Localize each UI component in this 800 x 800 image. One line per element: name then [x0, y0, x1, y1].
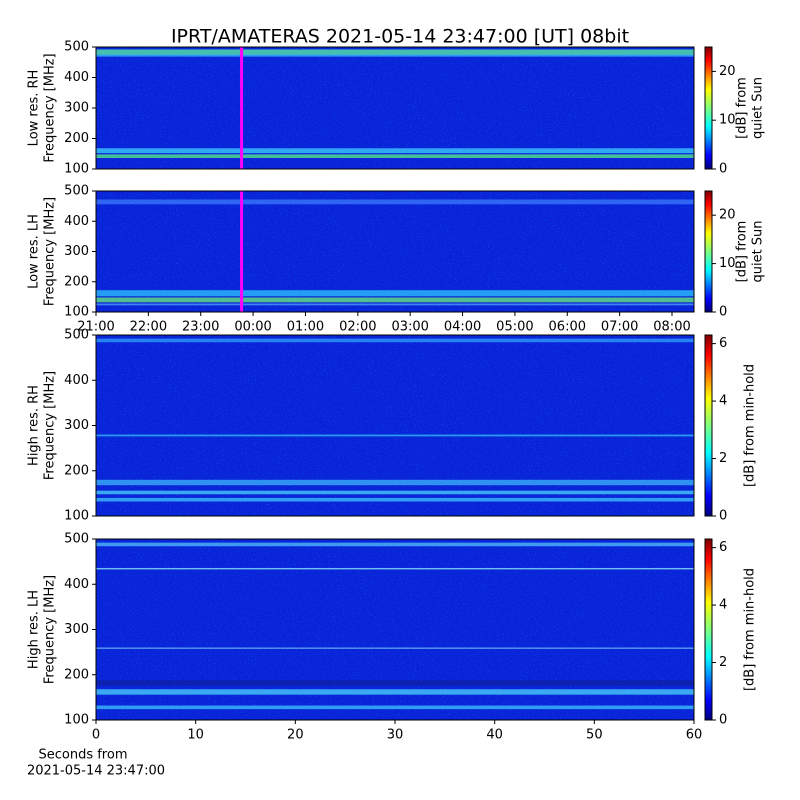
heatmap-band [96, 54, 694, 57]
y-tick-label: 500 [64, 40, 89, 55]
heatmap-band [96, 148, 694, 154]
colorbar-label: [dB] from [735, 221, 750, 283]
y-axis-label: High res. LH [27, 590, 42, 669]
x-tick-label: 00:00 [234, 320, 271, 335]
heatmap-band [96, 338, 694, 343]
heatmap-band [96, 689, 694, 695]
colorbar-tick-label: 0 [719, 509, 727, 524]
y-axis-label: Low res. RH [27, 70, 42, 147]
colorbar-tick-label: 4 [719, 598, 727, 613]
colorbar-tick-label: 20 [719, 64, 736, 79]
heatmap-band [96, 297, 694, 303]
heatmap-band [96, 647, 694, 649]
y-axis-label: Frequency [MHz] [43, 371, 58, 480]
heatmap-band [96, 154, 694, 159]
y-axis-label: Frequency [MHz] [43, 575, 58, 684]
x-tick-label: 30 [387, 728, 404, 743]
colorbar-tick-label: 6 [719, 336, 727, 351]
y-axis-label: High res. RH [27, 385, 42, 466]
panel: 100 200 300 400 500 High res. RH Frequency [MH… [27, 328, 758, 524]
colorbar [704, 538, 713, 721]
colorbar-tick-label: 2 [719, 655, 727, 670]
colorbar-label: [dB] from min-hold [743, 364, 758, 487]
x-axis-label: Seconds from [38, 748, 127, 763]
x-tick-label: 08:00 [653, 320, 690, 335]
colorbar-label: quiet Sun [751, 220, 766, 282]
colorbar-tick-label: 4 [719, 394, 727, 409]
y-tick-label: 300 [64, 244, 89, 259]
x-tick-label: 21:00 [77, 320, 114, 335]
heatmap-band [96, 490, 694, 495]
x-tick-label: 04:00 [444, 320, 481, 335]
figure-title: IPRT/AMATERAS 2021-05-14 23:47:00 [UT] 0… [171, 26, 629, 48]
y-axis-label: Frequency [MHz] [43, 197, 58, 306]
y-tick-label: 100 [64, 305, 89, 320]
colorbar-label: quiet Sun [751, 77, 766, 139]
y-tick-label: 500 [64, 328, 89, 343]
y-tick-label: 200 [64, 131, 89, 146]
colorbar-label: [dB] from [735, 77, 750, 139]
colorbar [704, 334, 713, 517]
x-tick-label: 05:00 [496, 320, 533, 335]
y-tick-label: 400 [64, 577, 89, 592]
y-tick-label: 100 [64, 162, 89, 177]
y-tick-label: 500 [64, 532, 89, 547]
y-tick-label: 300 [64, 622, 89, 637]
y-tick-label: 400 [64, 214, 89, 229]
y-axis-label: Low res. LH [27, 214, 42, 289]
x-axis-label: 2021-05-14 23:47:00 [27, 764, 165, 779]
y-tick-label: 400 [64, 373, 89, 388]
x-tick-label: 22:00 [130, 320, 167, 335]
colorbar-tick-label: 0 [719, 162, 727, 177]
heatmap-band [96, 542, 694, 547]
x-tick-label: 01:00 [287, 320, 324, 335]
y-axis-label: Frequency [MHz] [43, 53, 58, 162]
x-tick-label: 02:00 [339, 320, 376, 335]
x-tick-label: 03:00 [391, 320, 428, 335]
y-tick-label: 100 [64, 509, 89, 524]
heatmap-band [96, 199, 694, 205]
y-tick-label: 400 [64, 70, 89, 85]
heatmap-band [96, 680, 694, 686]
colorbar [704, 46, 713, 170]
y-tick-label: 200 [64, 667, 89, 682]
y-tick-label: 300 [64, 418, 89, 433]
x-tick-label: 60 [686, 728, 703, 743]
colorbar-tick-label: 2 [719, 451, 727, 466]
heatmap-band [96, 705, 694, 710]
heatmap-band [96, 290, 694, 297]
y-tick-label: 300 [64, 101, 89, 116]
x-tick-label: 07:00 [601, 320, 638, 335]
x-tick-label: 40 [486, 728, 503, 743]
colorbar [704, 190, 713, 313]
heatmap-band [96, 497, 694, 502]
y-tick-label: 100 [64, 713, 89, 728]
heatmap-band [96, 49, 694, 56]
x-tick-label: 0 [92, 728, 100, 743]
colorbar-tick-label: 20 [719, 208, 736, 223]
heatmap-band [96, 479, 694, 486]
x-tick-label: 06:00 [549, 320, 586, 335]
colorbar-tick-label: 6 [719, 540, 727, 555]
x-tick-label: 20 [287, 728, 304, 743]
y-tick-label: 200 [64, 274, 89, 289]
heatmap-band [96, 434, 694, 437]
y-tick-label: 200 [64, 463, 89, 478]
heatmap-band [96, 567, 694, 570]
colorbar-tick-label: 10 [719, 256, 736, 271]
colorbar-tick-label: 0 [719, 713, 727, 728]
x-tick-label: 23:00 [182, 320, 219, 335]
y-tick-label: 500 [64, 184, 89, 199]
heatmap-band [96, 303, 694, 306]
x-tick-label: 50 [586, 728, 603, 743]
colorbar-tick-label: 0 [719, 305, 727, 320]
x-tick-label: 10 [187, 728, 204, 743]
colorbar-label: [dB] from min-hold [743, 568, 758, 691]
heatmap-noise [96, 335, 694, 516]
colorbar-tick-label: 10 [719, 113, 736, 128]
